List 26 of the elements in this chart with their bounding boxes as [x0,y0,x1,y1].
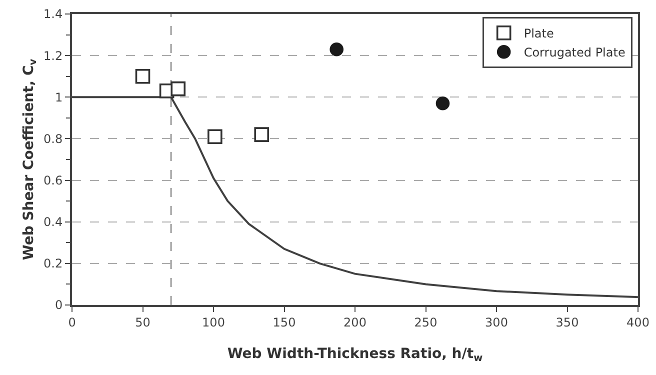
y-tick-label: 1.2 [44,48,63,63]
point [254,127,270,142]
x-tick-label: 0 [68,315,76,330]
y-tick-label: 0.4 [44,215,63,230]
point [135,68,150,84]
point [208,129,222,144]
x-axis-title: Web Width-Thickness Ratio, h/t$_{w}$ [227,346,483,364]
x-tick-label: 100 [202,315,225,330]
y-tick-label: 0.6 [44,173,63,188]
y-tick-label: 0.8 [44,132,63,146]
legend-label: Corrugated Plate [524,46,626,60]
x-tick-label: 50 [135,315,150,330]
point [330,42,344,56]
point [170,81,186,96]
y-tick-label: 1.4 [44,7,63,22]
point [436,96,450,110]
y-tick-label: 1 [54,90,63,104]
x-tick-label: 300 [485,315,508,330]
y-tick-label: 0.2 [44,256,63,271]
x-tick-label: 400 [626,315,650,330]
legend-label: Plate [524,26,554,41]
y-tick-label: 0 [54,298,63,312]
x-tick-label: 350 [556,315,579,330]
x-tick-label: 150 [272,315,296,330]
x-tick-label: 200 [344,315,366,330]
x-tick-label: 250 [414,315,438,330]
